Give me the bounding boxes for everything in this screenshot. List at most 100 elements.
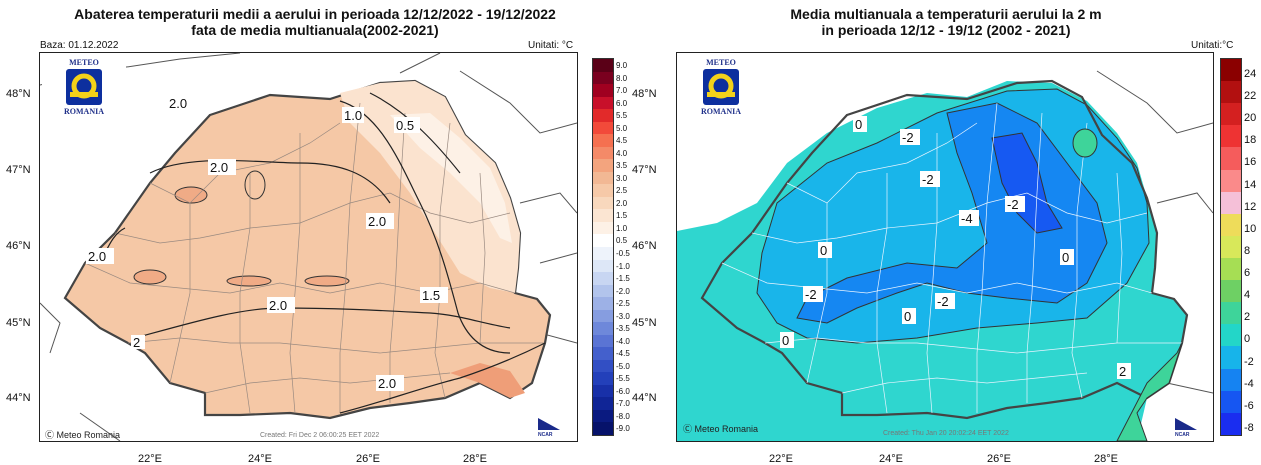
colorbar-label: 2.0 (616, 198, 628, 208)
colorbar-segment (593, 134, 613, 147)
colorbar-label: -2.5 (616, 299, 630, 309)
colorbar-segment (593, 372, 613, 385)
lat-label: 45°N (6, 317, 31, 329)
colorbar-segment (593, 84, 613, 97)
colorbar-label: -3.0 (616, 311, 630, 321)
contour-label: -2 (937, 294, 949, 309)
colorbar-segment (593, 272, 613, 285)
contour-label: 2.0 (210, 160, 228, 175)
colorbar-segment (1221, 125, 1241, 148)
lon-label: 26°E (987, 453, 1011, 465)
right-map-svg: 0 -2 -2 -4 -2 0 0 -2 -2 0 0 2 (677, 70, 1213, 441)
colorbar-segment (1221, 235, 1241, 258)
colorbar-segment (1221, 280, 1241, 303)
colorbar-label: 20 (1244, 112, 1257, 125)
colorbar-label: -2.0 (616, 286, 630, 296)
credit-text: Meteo Romania (56, 430, 121, 440)
right-map-panel: Media multianuala a temperaturii aerului… (631, 0, 1261, 465)
left-units: Unitati: °C (528, 40, 574, 51)
contour-label: -2 (922, 172, 934, 187)
colorbar-label: -4.0 (616, 336, 630, 346)
ncar-text: NCAR (538, 432, 553, 438)
colorbar-label: 1.5 (616, 211, 628, 221)
colorbar-label: 8 (1244, 244, 1251, 257)
colorbar-label: -3.5 (616, 324, 630, 334)
logo-text-top: METEO (706, 58, 736, 67)
left-map-area: 2.0 2.0 2.0 1.0 0.5 2.0 1.5 2.0 2.0 2 (39, 52, 578, 442)
colorbar-label: 8.0 (616, 73, 628, 83)
colorbar-segment (593, 284, 613, 298)
right-contour-labels: 0 -2 -2 -4 -2 0 0 -2 -2 0 0 2 (780, 116, 1131, 379)
colorbar-label: -8.0 (616, 411, 630, 421)
contour-label: -2 (902, 130, 914, 145)
colorbar-label: 5.5 (616, 111, 628, 121)
contour-label: 0 (820, 243, 827, 258)
contour-label: 2.0 (269, 298, 287, 313)
colorbar-segment (593, 184, 613, 197)
lon-label: 28°E (463, 453, 487, 465)
very-light-ne-zone (390, 113, 512, 243)
contour-label: 0.5 (396, 118, 414, 133)
colorbar-label: 1.0 (616, 223, 628, 233)
lon-label: 28°E (1094, 453, 1118, 465)
colorbar-label: 5.0 (616, 123, 628, 133)
right-colorbar (1220, 58, 1242, 436)
lon-label: 22°E (138, 453, 162, 465)
lat-label: 48°N (6, 88, 31, 100)
colorbar-label: 7.0 (616, 86, 628, 96)
contour-label: 2 (1119, 364, 1126, 379)
colorbar-label: -6.0 (616, 386, 630, 396)
colorbar-label: 4 (1244, 289, 1251, 302)
colorbar-label: 3.5 (616, 161, 628, 171)
meteo-romania-logo: METEO ROMANIA (42, 58, 126, 132)
contour-label: 2.0 (368, 214, 386, 229)
ncar-text: NCAR (1175, 432, 1190, 438)
colorbar-segment (1221, 368, 1241, 391)
neighbour-borders (1096, 70, 1213, 394)
colorbar-segment (593, 109, 613, 122)
colorbar-label: -4 (1244, 377, 1254, 390)
logo-text-bottom: ROMANIA (64, 107, 104, 116)
county-borders (84, 102, 545, 414)
colorbar-segment (593, 59, 613, 72)
colorbar-label: 9.0 (616, 61, 628, 70)
right-title-line1: Media multianuala a temperaturii aerului… (790, 6, 1102, 22)
colorbar-segment (1221, 302, 1241, 325)
colorbar-segment (593, 96, 613, 110)
lon-label: 24°E (248, 453, 272, 465)
colorbar-label: -7.0 (616, 399, 630, 409)
lon-label: 22°E (769, 453, 793, 465)
lat-label: 44°N (6, 392, 31, 404)
ncar-icon (1175, 418, 1197, 430)
contour-label: 0 (782, 333, 789, 348)
left-created: Created: Fri Dec 2 06:00:25 EET 2022 (260, 432, 380, 439)
colorbar-label: 0 (1244, 333, 1251, 346)
lat-label: 44°N (632, 392, 657, 404)
sun-logo-icon (70, 73, 98, 99)
left-credit: Ⓒ Meteo Romania (45, 428, 120, 441)
colorbar-segment (1221, 346, 1241, 369)
colorbar-segment (593, 196, 613, 210)
logo-emblem (703, 69, 739, 105)
right-created: Created: Thu Jan 20 20:02:24 EET 2022 (883, 430, 1009, 437)
colorbar-segment (593, 221, 613, 235)
colorbar-label: -8 (1244, 421, 1254, 434)
colorbar-label: 10 (1244, 222, 1257, 235)
colorbar-segment (593, 209, 613, 222)
contour-label: 2 (133, 335, 140, 350)
lat-label: 45°N (632, 317, 657, 329)
right-title-line2: in perioada 12/12 - 19/12 (2002 - 2021) (821, 22, 1071, 38)
colorbar-label: -5.0 (616, 361, 630, 371)
colorbar-label: 3.0 (616, 173, 628, 183)
colorbar-segment (1221, 191, 1241, 214)
contour-label: 0 (904, 309, 911, 324)
colorbar-segment (593, 171, 613, 185)
colorbar-segment (593, 121, 613, 135)
colorbar-label: 4.0 (616, 148, 628, 158)
colorbar-label: 22 (1244, 90, 1257, 103)
contour-label: -2 (805, 287, 817, 302)
left-map-svg: 2.0 2.0 2.0 1.0 0.5 2.0 1.5 2.0 2.0 2 (40, 53, 577, 441)
copyright-icon: Ⓒ (45, 430, 55, 440)
colorbar-segment (1221, 81, 1241, 104)
colorbar-segment (1221, 103, 1241, 126)
